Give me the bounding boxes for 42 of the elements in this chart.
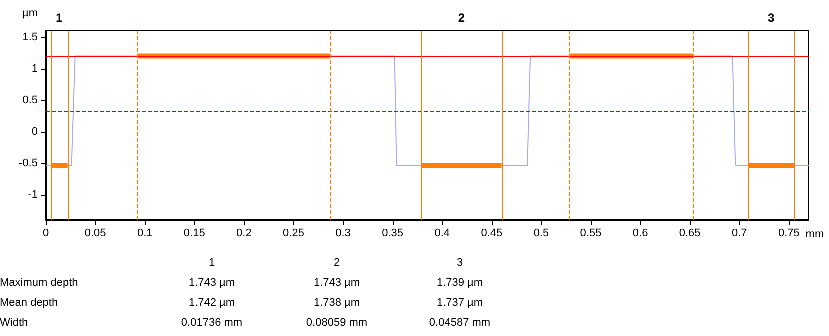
x-tick-label: 0.35	[382, 228, 404, 240]
x-tick-label: 0.05	[84, 228, 106, 240]
text: 1.739 µm	[436, 277, 484, 289]
text: Width	[0, 317, 28, 329]
text: Mean depth	[0, 297, 58, 309]
x-tick-label: 0.55	[580, 228, 602, 240]
x-tick-label: 0.65	[679, 228, 701, 240]
text: 0.01736 mm	[181, 317, 243, 329]
text: 1.738 µm	[314, 297, 360, 309]
x-tick-label: 0.45	[481, 228, 503, 240]
x-tick-label: 0	[42, 228, 50, 240]
text: 0.04587 mm	[429, 317, 491, 329]
text: 1.737 µm	[436, 297, 484, 309]
text: 2	[334, 257, 340, 269]
y-tick-label: 1	[32, 62, 38, 75]
text: 1.743 µm	[188, 277, 236, 289]
x-tick-label: 0.25	[283, 228, 304, 240]
x-tick-label: 0.4	[434, 228, 450, 240]
x-tick-label: 0.5	[534, 228, 550, 240]
y-axis-title: µm	[22, 8, 38, 20]
text: 1.743 µm	[314, 277, 360, 289]
y-tick-label: -1	[28, 188, 38, 201]
x-axis-title: mm	[806, 228, 824, 240]
text: 2	[458, 11, 466, 25]
x-tick-label: 0.6	[632, 228, 648, 240]
x-tick-label: 0.2	[236, 228, 252, 240]
text: 3	[768, 11, 775, 25]
x-tick-label: 0.3	[336, 228, 351, 240]
x-tick-label: 0.1	[137, 228, 153, 240]
text: 1	[208, 257, 216, 269]
y-tick-label: -0.5	[19, 157, 38, 170]
text: 1	[56, 11, 64, 25]
text: 3	[456, 257, 464, 269]
x-tick-label: 0.15	[184, 228, 206, 240]
x-tick-label: 0.7	[732, 228, 748, 240]
y-tick-label: 0.5	[22, 94, 38, 106]
y-tick-label: 0	[32, 126, 38, 138]
y-tick-label: 1.5	[22, 31, 38, 44]
text: 1.742 µm	[188, 297, 236, 309]
text: Maximum depth	[0, 277, 78, 289]
text: 0.08059 mm	[306, 317, 368, 329]
x-tick-label: 0.75	[778, 228, 800, 240]
